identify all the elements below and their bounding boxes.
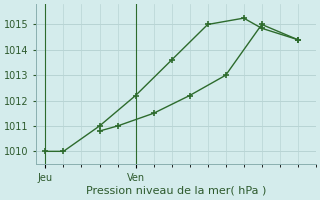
X-axis label: Pression niveau de la mer( hPa ): Pression niveau de la mer( hPa ) xyxy=(86,186,266,196)
